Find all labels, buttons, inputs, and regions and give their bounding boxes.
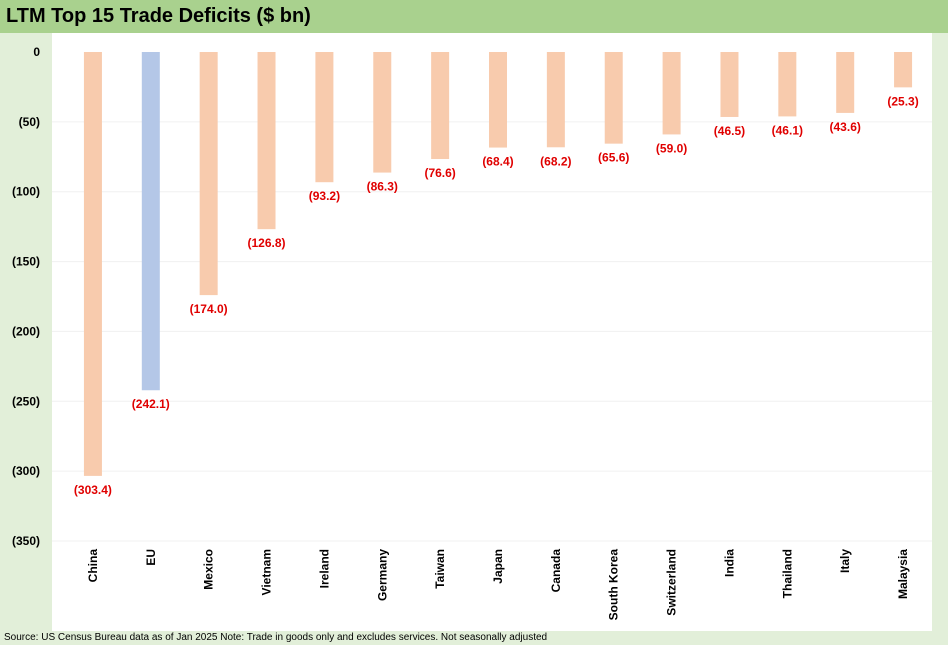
data-label: (86.3) [367,180,398,194]
y-tick-label: (100) [12,185,40,199]
bar [836,52,855,113]
x-tick-label: Japan [491,549,505,584]
bar-chart: 0 (50) (100) (150) (200) (250) (300) (350) (303… [12,33,932,631]
x-tick-label: India [722,549,736,577]
data-label: (46.1) [772,123,803,137]
data-label: (93.2) [309,189,340,203]
x-tick-label: Mexico [202,549,216,590]
x-tick-label: Canada [549,549,563,593]
x-tick-label: Ireland [317,549,331,588]
data-label: (65.6) [598,151,629,165]
y-tick-label: (250) [12,394,40,408]
grid-lines [52,121,932,542]
data-label: (25.3) [887,94,918,108]
x-tick-label: Germany [375,549,389,601]
y-tick-label: (350) [12,534,40,548]
bars [83,52,913,476]
data-label: (242.1) [132,397,170,411]
bar [720,52,739,117]
x-tick-label: Taiwan [433,549,447,589]
bar [257,52,276,230]
data-label: (59.0) [656,141,687,155]
data-label: (68.4) [482,155,513,169]
bar [778,52,797,117]
x-axis: China EU Mexico Vietnam Ireland Germany Taiwan… [86,549,910,621]
y-axis: 0 (50) (100) (150) (200) (250) (300) (350) [12,45,40,548]
x-tick-label: EU [144,549,158,566]
bar [83,52,102,476]
x-tick-label: Italy [838,549,852,573]
x-tick-label: Switzerland [665,549,679,616]
bar [373,52,392,173]
data-label: (303.4) [74,483,112,497]
y-tick-label: (150) [12,255,40,269]
bar [662,52,681,135]
data-label: (68.2) [540,154,571,168]
data-labels: (303.4) (242.1) (174.0) (126.8) (93.2) (86.3)… [74,94,919,497]
data-label: (76.6) [424,166,455,180]
y-tick-label: (300) [12,464,40,478]
bar [604,52,623,144]
bar [546,52,565,148]
x-tick-label: South Korea [607,549,621,621]
title-bar: LTM Top 15 Trade Deficits ($ bn) [0,0,948,33]
bar [199,52,218,296]
data-label: (43.6) [830,120,861,134]
bar [894,52,913,88]
x-tick-label: Vietnam [260,549,274,595]
y-tick-label: (50) [19,115,40,129]
x-tick-label: Thailand [780,549,794,598]
bar [431,52,450,160]
x-tick-label: Malaysia [896,549,910,599]
bar [315,52,334,183]
y-tick-label: (200) [12,324,40,338]
x-tick-label: China [86,549,100,583]
source-note: Source: US Census Bureau data as of Jan … [4,632,548,643]
bar [489,52,507,148]
chart-title: LTM Top 15 Trade Deficits ($ bn) [6,5,311,27]
data-label: (126.8) [248,236,286,250]
data-label: (174.0) [190,302,228,316]
data-label: (46.5) [714,124,745,138]
y-tick-label: 0 [33,45,40,59]
bar [141,52,160,391]
